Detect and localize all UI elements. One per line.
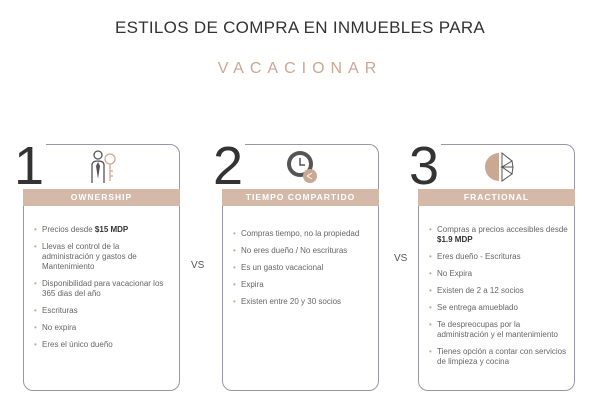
feature-list: Precios desde $15 MDP Llevas el control d… (34, 225, 173, 357)
card-number: 2 (213, 136, 246, 196)
feature-item: Es un gasto vacacional (233, 263, 372, 273)
feature-text: Precios desde (42, 225, 95, 234)
feature-item: Se entrega amueblado (429, 303, 568, 313)
feature-text: No Expira (437, 269, 473, 278)
card-title: TIEMPO COMPARTIDO (222, 189, 379, 206)
feature-price: $15 MDP (94, 225, 129, 234)
feature-text: Escrituras (42, 306, 78, 315)
feature-text: Tienes opción a contar con servicios de … (437, 347, 567, 366)
feature-item: Existen entre 20 y 30 socios (233, 297, 372, 307)
feature-text: Expira (241, 280, 264, 289)
feature-text: Eres dueño - Escrituras (437, 252, 521, 261)
vs-label: VS (191, 260, 205, 271)
card-number: 3 (409, 136, 442, 196)
feature-item: Compras a precios accesibles desde $1.9 … (429, 225, 568, 245)
feature-item: Tienes opción a contar con servicios de … (429, 347, 568, 367)
feature-text: Compras tiempo, no la propiedad (241, 229, 360, 238)
clock-share-icon (287, 151, 317, 183)
feature-text: Compras a precios accesibles desde (437, 225, 568, 234)
vs-label: VS (394, 253, 408, 264)
pie-fraction-icon (485, 151, 514, 182)
feature-item: Expira (233, 280, 372, 290)
feature-item: Te despreocupas por la administración y … (429, 320, 568, 340)
person-key-icon (91, 150, 116, 183)
feature-item: Eres el único dueño (34, 340, 173, 350)
feature-text: Te despreocupas por la administración y … (437, 320, 558, 339)
feature-item: Existen de 2 a 12 socios (429, 286, 568, 296)
page-title: ESTILOS DE COMPRA EN INMUEBLES PARA (114, 18, 486, 37)
feature-text: Llevas el control de la administración y… (42, 242, 137, 271)
page-subtitle: VACACIONAR (217, 60, 383, 77)
feature-price: $1.9 MDP (437, 235, 473, 244)
feature-text: Existen de 2 a 12 socios (437, 286, 524, 295)
feature-list: Compras tiempo, no la propiedad No eres d… (233, 229, 372, 314)
feature-item: Llevas el control de la administración y… (34, 242, 173, 272)
feature-text: No expira (42, 323, 77, 332)
feature-text: Es un gasto vacacional (241, 263, 324, 272)
feature-item: Disponibilidad para vacacionar los 365 d… (34, 279, 173, 299)
feature-list: Compras a precios accesibles desde $1.9 … (429, 225, 568, 374)
feature-text: Se entrega amueblado (437, 303, 518, 312)
feature-text: No eres dueño / No escrituras (241, 246, 348, 255)
feature-item: No eres dueño / No escrituras (233, 246, 372, 256)
feature-item: Compras tiempo, no la propiedad (233, 229, 372, 239)
card-title: FRACTIONAL (418, 189, 575, 206)
feature-text: Disponibilidad para vacacionar los 365 d… (42, 279, 164, 298)
feature-item: Precios desde $15 MDP (34, 225, 173, 235)
card-title: OWNERSHIP (23, 189, 180, 206)
feature-text: Eres el único dueño (42, 340, 113, 349)
feature-item: No expira (34, 323, 173, 333)
feature-item: No Expira (429, 269, 568, 279)
card-number: 1 (14, 136, 47, 196)
feature-item: Eres dueño - Escrituras (429, 252, 568, 262)
feature-text: Existen entre 20 y 30 socios (241, 297, 342, 306)
feature-item: Escrituras (34, 306, 173, 316)
